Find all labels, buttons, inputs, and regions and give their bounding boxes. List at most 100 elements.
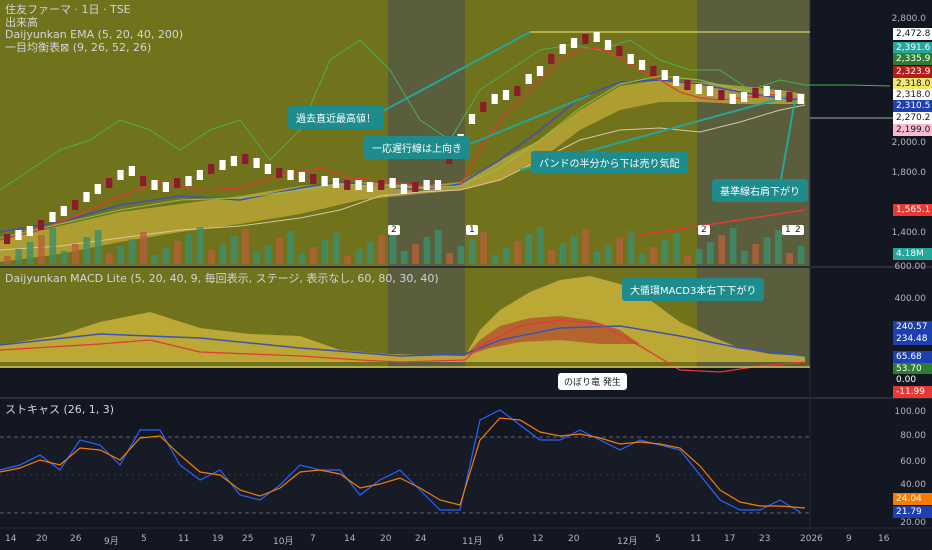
time-axis-label: 20 [36,534,48,544]
volume-bar [253,252,261,264]
candle [797,94,804,104]
legend-ema: Daijyunkan EMA (5, 20, 40, 200) [5,28,184,41]
volume-bar [151,255,159,264]
candle [366,182,374,192]
price-tag: 2,310.5 [893,100,932,112]
stoch-k-line [0,409,801,513]
price-tag: 2,199.0 [893,124,932,136]
candle [434,180,442,190]
candle [525,74,532,84]
callout-recent-high: 過去直近最高値！ [288,106,384,129]
event-mark: 2 [698,225,710,235]
candle [752,88,759,98]
time-axis-label: 2026 [800,534,823,544]
macd-legend: Daijyunkan MACD Lite (5, 20, 40, 9, 毎回表示… [5,272,439,285]
volume-bar [752,244,760,264]
macd-area-inner [465,316,640,356]
volume-bar [684,256,692,264]
red-trend-line [619,209,806,239]
volume-bar [140,232,147,264]
price-axis-label: 2,800.0 [891,14,926,24]
volume-bar [219,243,227,264]
candle [423,180,430,190]
time-axis-label: 20 [380,534,392,544]
ema-green-line [0,75,806,239]
volume-bar [582,229,590,264]
macd-tag: -11.99 [893,386,932,398]
macd-line-red [0,319,806,373]
volume-bar [83,237,91,264]
event-mark: 2 [792,225,804,235]
candle [616,46,623,56]
candle [661,70,668,80]
candle [38,220,45,230]
candle [49,212,56,222]
volume-bar [310,247,317,264]
time-axis-label: 9月 [104,537,119,547]
volume-bar [117,246,125,264]
volume-bar [72,244,79,264]
candle [344,180,351,190]
stoch-axis-label: 80.00 [900,431,926,441]
macd-axis-label: 600.00 [894,262,927,272]
time-axis-label: 11 [690,534,702,544]
price-tag: 2,391.6 [893,42,932,54]
volume-bar [638,254,646,264]
trend-line-2 [469,94,591,145]
volume-bar [412,244,419,264]
volume-bar [695,249,703,264]
legend-title: 住友ファーマ · 1日 · TSE [5,3,131,16]
candle [253,158,260,168]
candle [627,54,634,64]
candle [502,90,510,100]
volume-bar [162,248,170,264]
volume-bar [525,234,533,264]
time-axis-label: 5 [141,534,147,544]
volume-bar [514,241,522,264]
candle [332,178,340,188]
stoch-axis-label: 100.00 [894,407,927,417]
candle [763,86,770,96]
time-axis-label: 23 [759,534,771,544]
volume-bar [196,227,204,264]
volume-bar [468,239,476,264]
volume-bar [774,230,782,264]
volume-bar [650,247,658,264]
volume-bar [242,229,249,264]
candle [106,178,113,188]
price-tag: 2,318.0 [893,78,932,90]
volume-bar [94,230,102,264]
time-axis-label: 9 [846,534,852,544]
candle [117,170,124,180]
time-axis-label: 6 [498,534,504,544]
candle [412,182,419,192]
stoch-d-line [0,417,806,509]
candle [389,178,396,188]
volume-bar [661,240,669,264]
time-axis-label: 11月 [462,537,483,547]
candle [378,180,385,190]
volume-bars [4,227,805,264]
candle [672,76,680,86]
time-axis-label: 19 [212,534,224,544]
candle [174,178,181,188]
candle [593,32,600,42]
candle [72,200,79,210]
callout-kijun-down: 基準線右肩下がり [712,179,808,202]
candle [60,206,67,216]
candle [276,168,283,178]
volume-bar [378,235,385,264]
event-mark: 1 [466,225,478,235]
candle [446,154,453,164]
time-axis-label: 25 [242,534,254,544]
price-tag: 2,270.2 [893,112,932,124]
stoch-axis-label: 40.00 [900,480,926,490]
volume-bar [740,251,748,264]
volume-bar [389,228,397,264]
volume-bar [434,230,442,264]
volume-bar [49,228,57,264]
price-tag: 2,323.9 [893,66,932,78]
volume-bar [15,249,23,264]
